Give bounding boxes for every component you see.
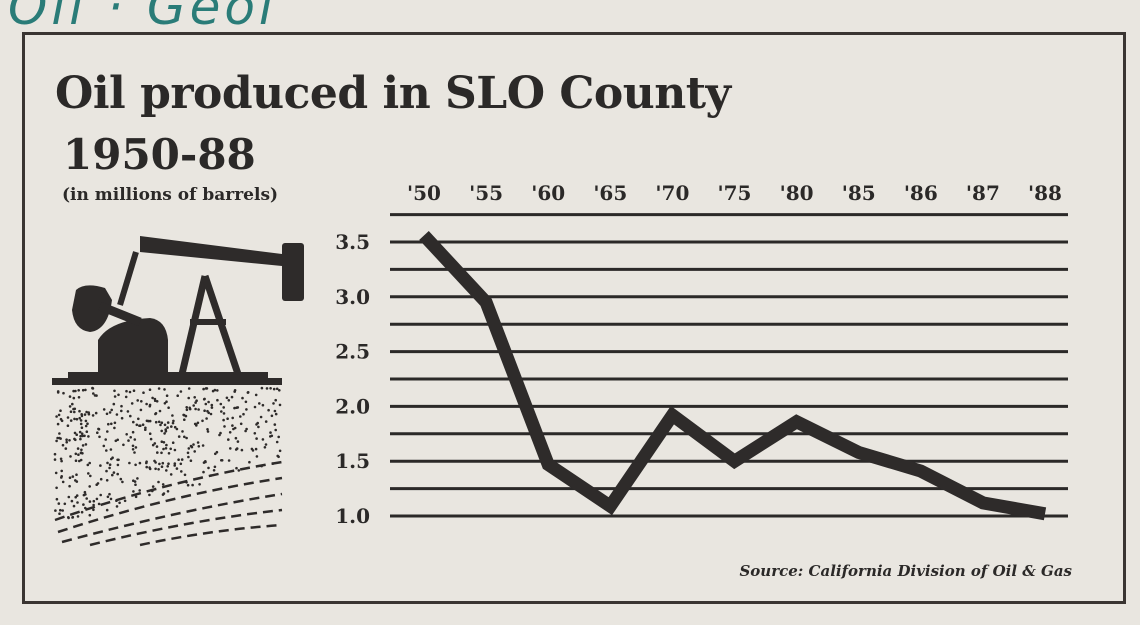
- series-production: [419, 231, 1047, 521]
- source-note: Source: California Division of Oil & Gas: [739, 562, 1072, 580]
- y-tick-label: 3.5: [335, 230, 370, 254]
- x-tick-label: '85: [842, 181, 876, 205]
- x-tick-labels: '50 '55 '60 '65 '70 '75 '80 '85 '86 '87 '88: [407, 181, 1062, 205]
- y-tick-labels: 1.0 1.5 2.0 2.5 3.0 3.5: [335, 230, 370, 528]
- y-tick-label: 2.5: [335, 340, 370, 364]
- x-tick-label: '70: [655, 181, 689, 205]
- y-tick-label: 1.0: [335, 504, 370, 528]
- handwritten-annotation: Oil · Geol: [8, 0, 277, 36]
- y-tick-label: 3.0: [335, 285, 370, 309]
- x-tick-label: '65: [593, 181, 627, 205]
- y-tick-label: 2.0: [335, 394, 370, 418]
- x-tick-label: '60: [531, 181, 565, 205]
- series-line: [419, 231, 1047, 521]
- y-tick-label: 1.5: [335, 449, 370, 473]
- gridlines: [390, 213, 1068, 518]
- chart-subtitle: 1950-88: [63, 130, 256, 179]
- dotted-ground: [53, 386, 282, 520]
- x-tick-label: '86: [904, 181, 938, 205]
- chart-frame: [22, 32, 1126, 604]
- y-axis-label: (in millions of barrels): [62, 185, 279, 205]
- x-tick-label: '80: [780, 181, 814, 205]
- x-tick-label: '87: [966, 181, 1000, 205]
- x-tick-label: '55: [469, 181, 503, 205]
- oil-pump-jack-icon: [52, 236, 304, 547]
- chart-title: Oil produced in SLO County: [55, 68, 731, 119]
- x-tick-label: '88: [1028, 181, 1062, 205]
- x-tick-label: '50: [407, 181, 441, 205]
- x-tick-label: '75: [718, 181, 752, 205]
